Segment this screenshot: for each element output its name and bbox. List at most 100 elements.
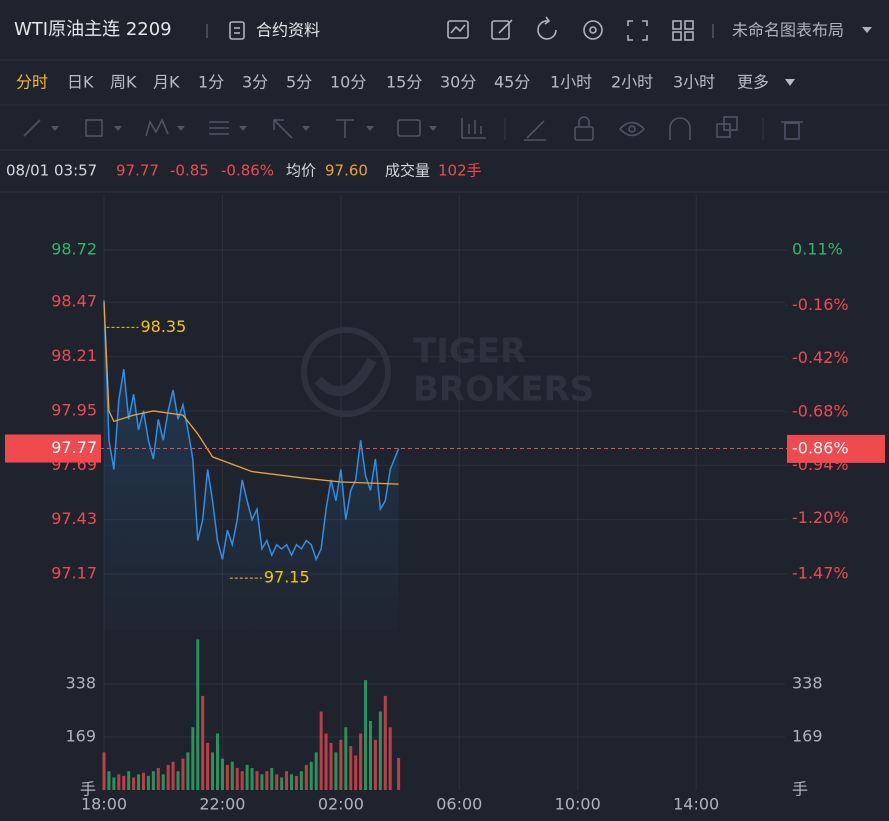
- average-line: [103, 302, 399, 485]
- y-tick-label: 97.17: [51, 563, 97, 582]
- y2-tick-label: -0.42%: [792, 348, 849, 367]
- volume-bar: [290, 774, 294, 790]
- timeframe-tab[interactable]: 45分: [494, 73, 530, 92]
- indicator-button[interactable]: [447, 20, 469, 39]
- volume-bar: [201, 695, 205, 790]
- volume-tick-label: 169: [792, 726, 823, 745]
- y-tick-label: 97.43: [51, 509, 97, 528]
- tool[interactable]: [716, 116, 738, 138]
- tool[interactable]: [669, 117, 691, 140]
- y-tick-label: 98.47: [51, 292, 97, 311]
- volume-bar: [349, 746, 353, 790]
- volume-bar: [354, 755, 358, 790]
- timeframe-tab[interactable]: 更多: [737, 73, 769, 92]
- volume-bar: [156, 768, 160, 790]
- timeframe-tab[interactable]: 2小时: [611, 73, 653, 92]
- info-volume: 102手: [438, 162, 482, 180]
- y2-tick-label: 0.11%: [792, 239, 843, 258]
- info-avg-label: 均价: [286, 162, 316, 180]
- timeframe-tab[interactable]: 月K: [153, 73, 180, 92]
- volume-bar: [304, 764, 308, 790]
- tool[interactable]: [781, 121, 803, 140]
- y-tick-label: 98.21: [51, 346, 97, 365]
- volume-bar: [334, 752, 338, 790]
- volume-bar: [319, 711, 323, 790]
- volume-bar: [294, 775, 298, 790]
- last-price-label: 97.77: [51, 438, 97, 457]
- volume-bar: [240, 771, 244, 790]
- volume-bar: [255, 771, 259, 790]
- volume-tick-label: 169: [65, 726, 96, 745]
- timeframe-tab[interactable]: 日K: [67, 73, 94, 92]
- volume-bar: [225, 764, 229, 790]
- volume-bar: [211, 752, 215, 790]
- volume-tick-label: 338: [792, 673, 823, 692]
- volume-bar: [141, 772, 145, 790]
- timeframe-tab[interactable]: 5分: [286, 73, 312, 92]
- tool[interactable]: [524, 120, 546, 141]
- timeframe-tabs: 分时 日K 周K 月K 1分 3分 5分 10分 15分 30分 45分 1小时 2小时 3小时 更多: [16, 73, 795, 92]
- volume-bar: [151, 771, 155, 790]
- volume-bar: [161, 774, 165, 790]
- timeframe-tab[interactable]: 周K: [110, 73, 137, 92]
- y2-tick-label: -1.20%: [792, 508, 849, 527]
- volume-bar: [181, 758, 185, 790]
- info-time: 08/01 03:57: [6, 162, 97, 180]
- last-change-box: [787, 434, 885, 463]
- tool[interactable]: [574, 116, 594, 141]
- tool[interactable]: [461, 118, 486, 139]
- volume-bar: [373, 739, 377, 790]
- timeframe-tab[interactable]: 30分: [440, 73, 476, 92]
- info-change: -0.85: [170, 162, 209, 180]
- info-bar: 08/01 03:57 97.77 -0.85 -0.86% 均价 97.60 …: [6, 162, 482, 180]
- timeframe-tab[interactable]: 3小时: [673, 73, 715, 92]
- volume-bar: [250, 768, 254, 790]
- volume-bar: [220, 758, 224, 790]
- volume-bar: [378, 711, 382, 790]
- tool[interactable]: [85, 119, 122, 137]
- info-change-pct: -0.86%: [221, 162, 274, 180]
- edit-button[interactable]: [491, 19, 513, 40]
- volume-bar: [339, 739, 343, 790]
- volume-bar: [368, 720, 372, 790]
- info-volume-label: 成交量: [385, 162, 430, 180]
- tool[interactable]: [23, 119, 59, 137]
- timeframe-tab[interactable]: 10分: [330, 73, 366, 92]
- refresh-button[interactable]: [537, 16, 557, 40]
- x-tick-label: 10:00: [555, 795, 601, 814]
- tool[interactable]: [209, 121, 247, 135]
- tool[interactable]: [397, 119, 437, 137]
- layout-button[interactable]: [672, 20, 694, 41]
- tool[interactable]: [618, 121, 646, 137]
- timeframe-tab[interactable]: 3分: [242, 73, 268, 92]
- layout-name[interactable]: 未命名图表布局: [732, 21, 844, 40]
- volume-bar: [309, 761, 313, 790]
- timeframe-tab[interactable]: 1小时: [550, 73, 592, 92]
- settings-button[interactable]: [583, 20, 603, 40]
- volume-bar: [260, 774, 264, 790]
- timeframe-tab[interactable]: 15分: [386, 73, 422, 92]
- volume-bar: [127, 771, 131, 790]
- volume-bar: [359, 733, 363, 790]
- volume-bar: [122, 775, 126, 790]
- volume-bar: [329, 742, 333, 790]
- fullscreen-button[interactable]: [627, 20, 648, 41]
- tool[interactable]: [336, 119, 374, 138]
- volume-unit: 手: [792, 780, 808, 799]
- info-avg: 97.60: [325, 162, 368, 180]
- volume-bar: [275, 774, 279, 790]
- tool[interactable]: [145, 118, 185, 137]
- y2-tick-label: -1.47%: [792, 564, 849, 583]
- contract-info-button[interactable]: 合约资料: [229, 21, 320, 40]
- contract-info[interactable]: 合约资料: [256, 21, 320, 40]
- volume-bar: [166, 764, 170, 790]
- tool[interactable]: [273, 119, 310, 139]
- timeframe-tab[interactable]: 1分: [198, 73, 224, 92]
- toolbar-icons: [447, 16, 694, 41]
- timeframe-tab[interactable]: 分时: [16, 73, 48, 92]
- y2-tick-label: -0.68%: [792, 401, 849, 420]
- last-price-box: [5, 434, 101, 463]
- drawing-tools: [23, 116, 803, 141]
